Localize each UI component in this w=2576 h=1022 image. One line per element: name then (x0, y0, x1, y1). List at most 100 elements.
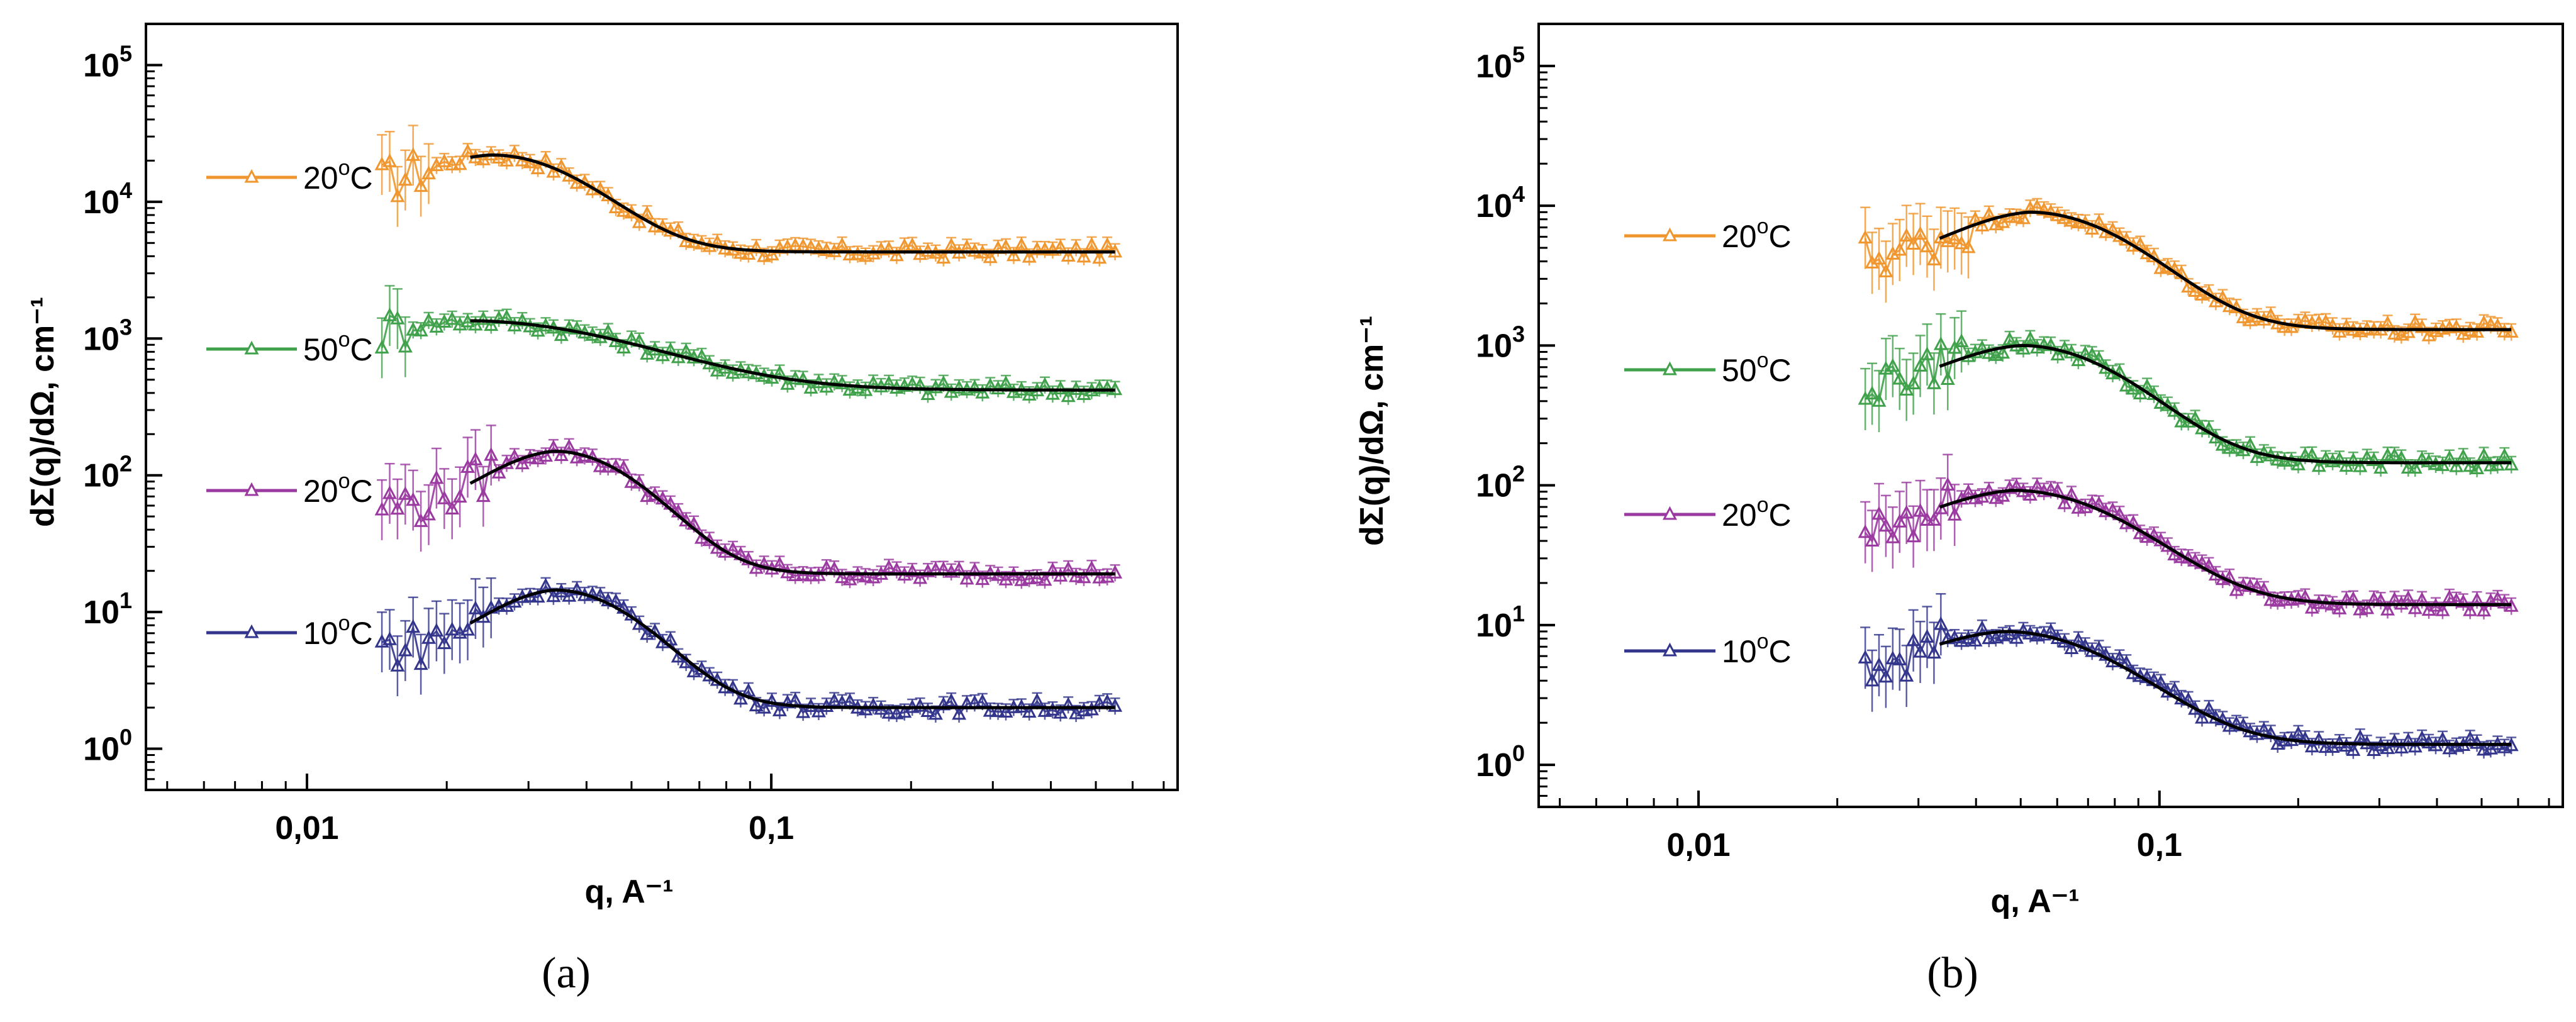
data-point (421, 630, 436, 644)
y-tick-label: 105 (83, 40, 132, 84)
data-point (530, 160, 545, 174)
data-point (1947, 630, 1962, 644)
fit-curve (1939, 630, 2512, 747)
data-point (445, 311, 460, 325)
data-point (437, 153, 452, 167)
data-point (2360, 600, 2375, 614)
data-point (2353, 729, 2368, 743)
data-point (538, 448, 553, 462)
legend-swatch-marker (244, 340, 259, 355)
data-point (1940, 371, 1955, 386)
data-point (1061, 388, 1076, 403)
data-point (460, 621, 475, 636)
legend-label: 10oC (1722, 630, 1792, 669)
data-point (398, 172, 413, 186)
panel-label: (a) (542, 949, 591, 997)
data-point (2057, 340, 2072, 355)
data-point (452, 489, 467, 503)
data-point (382, 308, 397, 321)
data-point (983, 703, 998, 717)
data-point (374, 501, 389, 516)
data-point (1892, 514, 1907, 528)
data-point (1947, 230, 1962, 245)
data-point (1885, 650, 1900, 665)
data-point (1919, 238, 1934, 253)
data-point (1913, 226, 1928, 240)
data-point (920, 386, 935, 400)
data-point (1906, 528, 1921, 543)
data-point (1899, 668, 1914, 682)
data-point (1899, 382, 1914, 396)
legend-label: 50oC (1722, 348, 1792, 388)
plot-frame (145, 23, 1179, 791)
data-point (1084, 236, 1099, 251)
data-point (382, 485, 397, 499)
data-point (421, 506, 436, 521)
data-point (913, 697, 928, 712)
data-point (2346, 452, 2361, 467)
data-point (1030, 241, 1045, 255)
data-point (585, 586, 600, 601)
data-point (913, 570, 928, 584)
data-point (1926, 375, 1941, 389)
data-point (491, 465, 506, 479)
data-point (1858, 524, 1873, 538)
y-axis-title: dΣ(q)/dΩ, cm⁻¹ (25, 297, 61, 527)
data-point (967, 379, 982, 394)
data-point (2387, 326, 2402, 340)
data-point (2339, 318, 2354, 333)
data-point (1858, 650, 1873, 664)
data-point (2304, 738, 2319, 753)
data-point (2195, 709, 2210, 724)
data-point (1913, 503, 1928, 517)
data-line (381, 150, 1116, 260)
data-point (2112, 650, 2127, 664)
data-point (889, 247, 904, 262)
data-point (1878, 669, 1893, 683)
x-tick-label: 0,1 (2137, 827, 2182, 864)
data-point (866, 697, 881, 711)
data-point (1899, 228, 1914, 242)
data-point (2463, 602, 2478, 616)
data-point (1061, 697, 1076, 711)
data-point (421, 165, 436, 180)
series-1: 50oC (1624, 310, 2519, 477)
data-line (381, 445, 1116, 582)
data-point (2002, 626, 2017, 640)
data-point (460, 459, 475, 473)
data-point (663, 631, 678, 646)
data-point (484, 317, 499, 331)
y-tick-label: 104 (1476, 181, 1525, 225)
fit-curve (469, 588, 1115, 709)
data-point (733, 691, 748, 705)
data-point (1885, 358, 1900, 372)
data-point (593, 458, 608, 472)
data-point (1926, 512, 1941, 526)
data-point (2085, 221, 2100, 235)
series-0: 20oC (206, 125, 1123, 267)
y-tick-label: 103 (1476, 321, 1525, 364)
data-point (749, 697, 764, 711)
data-point (2119, 377, 2134, 392)
data-point (1926, 645, 1941, 659)
data-point (2477, 314, 2491, 329)
data-point (1014, 237, 1029, 251)
fit-curve (1939, 210, 2512, 331)
data-point (1919, 347, 1934, 360)
data-point (1865, 386, 1880, 400)
data-point (1878, 518, 1893, 532)
data-point (2064, 640, 2079, 654)
data-point (2311, 458, 2326, 472)
legend-swatch-marker (244, 169, 259, 183)
data-point (944, 692, 959, 707)
data-point (835, 237, 850, 251)
data-point (2002, 331, 2017, 345)
legend-label: 20oC (303, 469, 373, 509)
data-point (827, 374, 842, 388)
data-point (562, 319, 577, 334)
data-point (406, 147, 421, 161)
data-point (764, 247, 779, 260)
data-point (1906, 375, 1921, 389)
legend-label: 50oC (303, 328, 373, 367)
data-point (632, 214, 647, 228)
